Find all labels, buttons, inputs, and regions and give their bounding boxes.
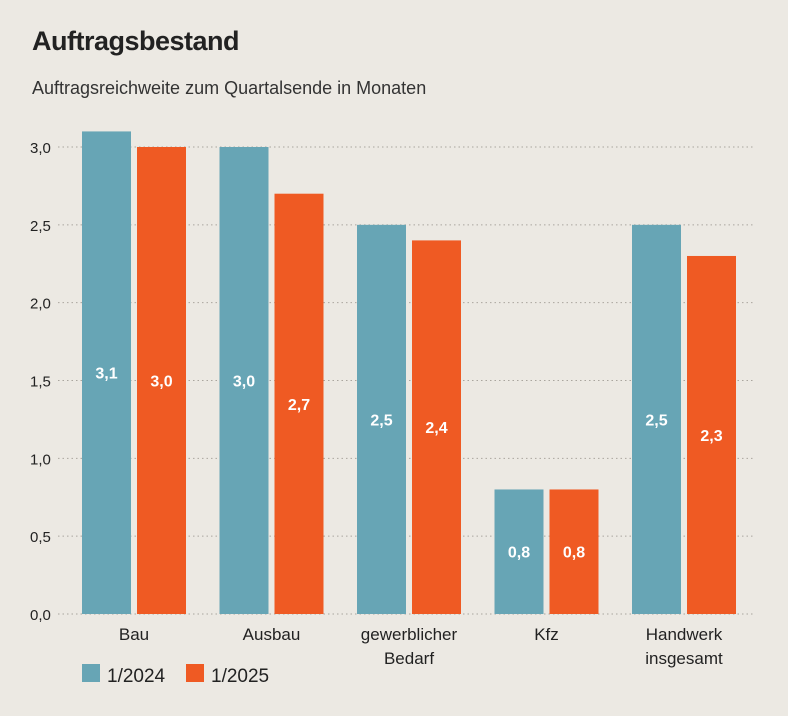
y-tick-label: 2,0 xyxy=(30,296,51,313)
y-tick-label: 0,5 xyxy=(30,529,51,546)
data-label: 3,1 xyxy=(95,366,117,383)
legend-swatch xyxy=(82,664,100,682)
data-label: 2,7 xyxy=(288,397,310,414)
bar-1/2024 xyxy=(357,224,406,615)
data-label: 2,3 xyxy=(700,428,722,445)
chart-subtitle: Auftragsreichweite zum Quartalsende in M… xyxy=(32,78,427,98)
x-category-label: Ausbau xyxy=(243,625,301,644)
y-tick-label: 1,5 xyxy=(30,374,51,391)
legend-label: 1/2025 xyxy=(211,666,269,687)
data-label: 0,8 xyxy=(508,545,530,562)
bar-1/2024 xyxy=(82,131,131,614)
x-category-label: Bedarf xyxy=(384,649,434,668)
bar-1/2025 xyxy=(549,489,599,614)
x-category-label: Kfz xyxy=(534,625,559,644)
y-tick-label: 2,5 xyxy=(30,218,51,235)
data-label: 2,4 xyxy=(425,420,447,437)
y-tick-label: 1,0 xyxy=(30,451,51,468)
bar-1/2025 xyxy=(687,255,736,614)
x-category-label: Handwerk xyxy=(646,625,723,644)
bar-1/2024 xyxy=(632,224,681,615)
data-label: 3,0 xyxy=(150,374,172,391)
y-tick-label: 0,0 xyxy=(30,607,51,624)
data-label: 2,5 xyxy=(370,412,392,429)
data-label: 2,5 xyxy=(645,412,667,429)
legend-swatch xyxy=(186,664,204,682)
data-label: 0,8 xyxy=(563,545,585,562)
x-category-label: gewerblicher xyxy=(361,625,458,644)
data-label: 3,0 xyxy=(233,374,255,391)
chart-title: Auftragsbestand xyxy=(32,26,240,56)
bar-1/2025 xyxy=(412,240,461,614)
bar-1/2025 xyxy=(274,193,324,614)
x-category-label: Bau xyxy=(119,625,149,644)
legend-label: 1/2024 xyxy=(107,666,166,687)
y-tick-label: 3,0 xyxy=(30,140,51,157)
bar-1/2024 xyxy=(494,489,544,614)
x-category-label: insgesamt xyxy=(645,649,723,668)
bar-1/2025 xyxy=(137,147,186,614)
bar-1/2024 xyxy=(219,147,269,614)
